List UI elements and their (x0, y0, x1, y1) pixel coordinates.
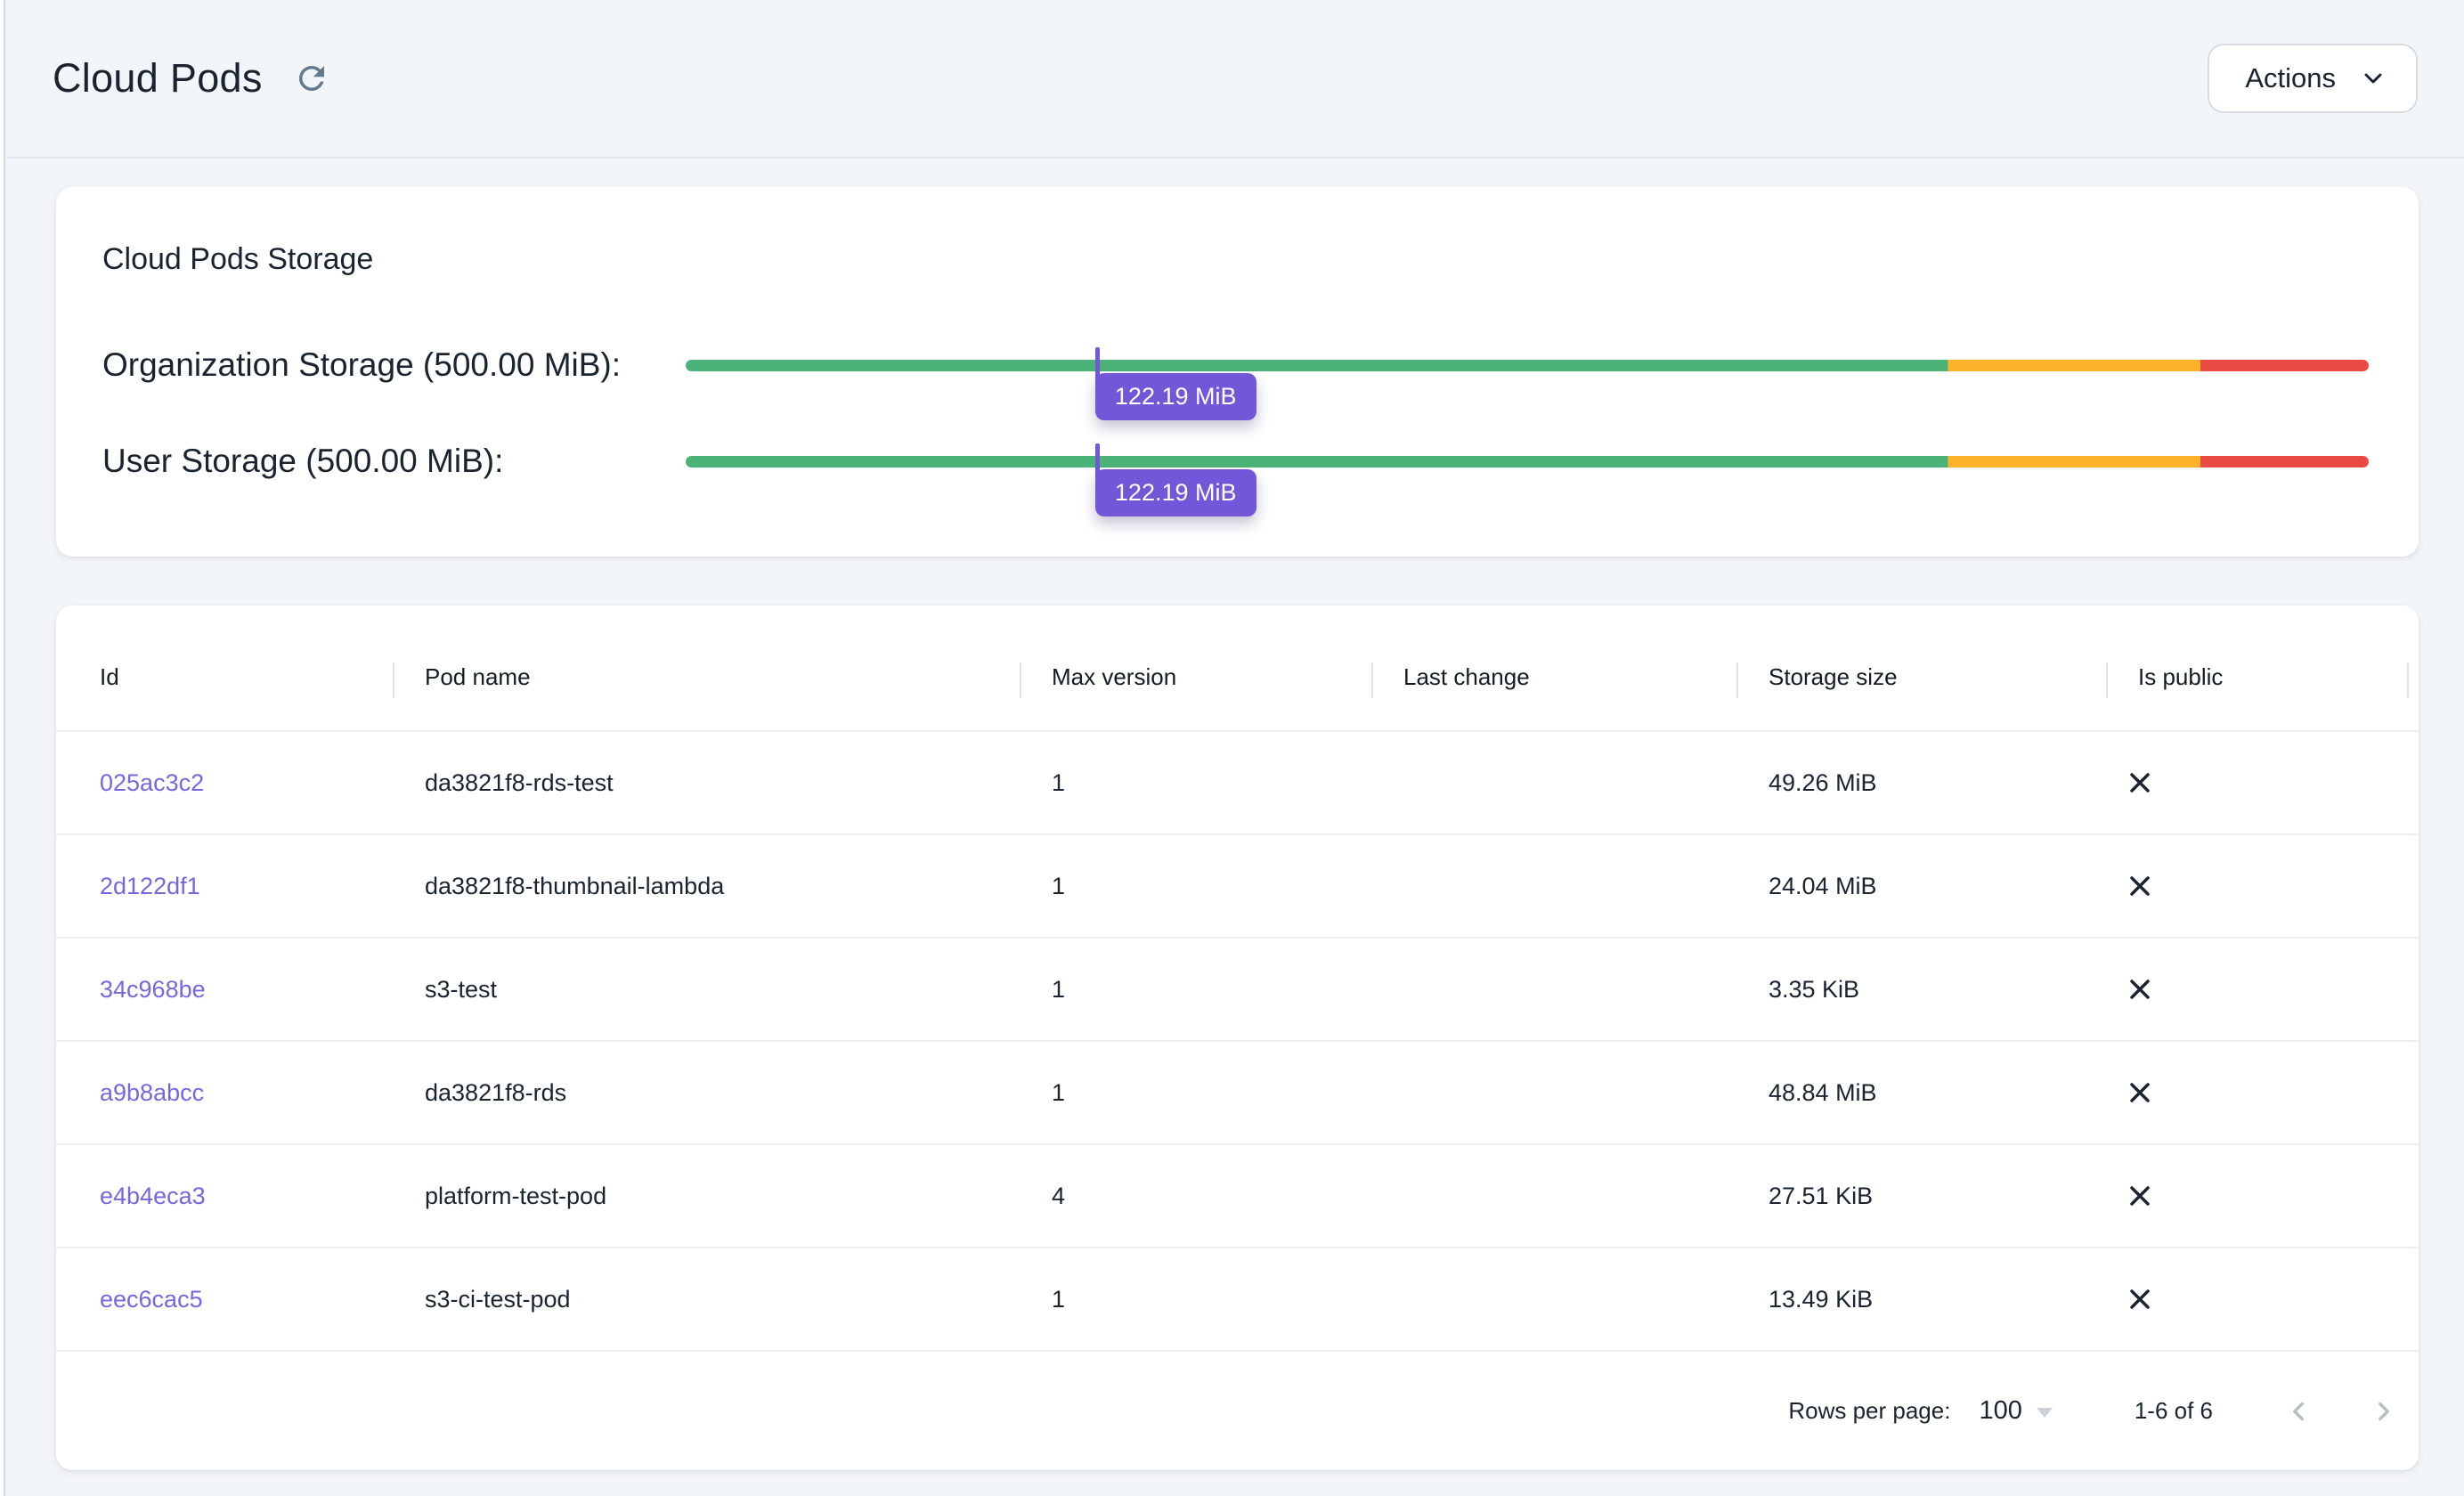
pod-id-link[interactable]: a9b8abcc (100, 1078, 205, 1106)
organization-storage-row: Organization Storage (500.00 MiB): 122.1… (102, 345, 2369, 420)
pod-id-link[interactable]: 025ac3c2 (100, 768, 205, 796)
not-public-cross-icon (2124, 1180, 2156, 1212)
rows-per-page-select[interactable]: 100 (1979, 1396, 2053, 1426)
column-header-storage-size: Storage size (1736, 663, 2106, 730)
not-public-cross-icon (2124, 973, 2156, 1005)
column-header-is-public: Is public (2106, 663, 2409, 730)
storage-size-cell: 3.35 KiB (1769, 975, 1860, 1003)
not-public-cross-icon (2124, 767, 2156, 799)
max-version-cell: 4 (1052, 1182, 1066, 1209)
organization-storage-marker (1094, 346, 1100, 385)
user-storage-row: User Storage (500.00 MiB): 122.19 MiB (102, 441, 2369, 516)
pod-id-link[interactable]: e4b4eca3 (100, 1182, 206, 1209)
pod-id-cell: eec6cac5 (56, 1286, 393, 1313)
column-header-pod-name: Pod name (393, 663, 1020, 730)
is-public-cell (2106, 973, 2409, 1005)
pod-id-cell: 025ac3c2 (56, 769, 393, 797)
actions-button-label: Actions (2245, 62, 2336, 94)
refresh-button[interactable] (289, 56, 334, 101)
cloud-pods-storage-card: Cloud Pods Storage Organization Storage … (56, 187, 2419, 557)
rows-per-page-value: 100 (1979, 1396, 2022, 1425)
pod-name-cell: da3821f8-rds (425, 1078, 567, 1106)
pod-id-link[interactable]: eec6cac5 (100, 1285, 203, 1313)
not-public-cross-icon (2124, 1077, 2156, 1109)
pod-id-link[interactable]: 2d122df1 (100, 872, 200, 899)
pod-id-link[interactable]: 34c968be (100, 975, 206, 1003)
collapsed-sidebar-edge (0, 0, 5, 1496)
pod-id-cell: 34c968be (56, 976, 393, 1004)
pod-name-cell: s3-ci-test-pod (425, 1285, 571, 1313)
table-pagination: Rows per page: 100 1-6 of 6 (56, 1352, 2419, 1470)
caret-down-icon (2036, 1408, 2053, 1418)
pod-id-cell: 2d122df1 (56, 873, 393, 900)
pod-name-cell: s3-test (425, 975, 498, 1003)
pod-name-cell: platform-test-pod (425, 1182, 607, 1209)
is-public-cell (2106, 1180, 2409, 1212)
pagination-range-label: 1-6 of 6 (2134, 1397, 2213, 1424)
pod-id-cell: e4b4eca3 (56, 1183, 393, 1210)
max-version-cell: 1 (1052, 872, 1066, 899)
table-row: a9b8abcc da3821f8-rds 1 48.84 MiB (56, 1042, 2419, 1145)
storage-size-cell: 27.51 KiB (1769, 1182, 1874, 1209)
table-row: eec6cac5 s3-ci-test-pod 1 13.49 KiB (56, 1248, 2419, 1352)
pod-name-cell: da3821f8-thumbnail-lambda (425, 872, 725, 899)
rows-per-page-label: Rows per page: (1788, 1397, 1951, 1424)
storage-size-cell: 49.26 MiB (1769, 768, 1877, 796)
user-storage-gauge: 122.19 MiB (686, 443, 2369, 516)
user-storage-value-badge: 122.19 MiB (1094, 468, 1256, 516)
not-public-cross-icon (2124, 870, 2156, 902)
page-header: Cloud Pods Actions (7, 0, 2464, 159)
organization-storage-label: Organization Storage (500.00 MiB): (102, 346, 622, 383)
previous-page-button[interactable] (2277, 1390, 2320, 1433)
next-page-button[interactable] (2362, 1390, 2405, 1433)
storage-size-cell: 48.84 MiB (1769, 1078, 1877, 1106)
pod-name-cell: da3821f8-rds-test (425, 768, 614, 796)
column-header-last-change: Last change (1371, 663, 1736, 730)
cloud-pods-table-card: Id Pod name Max version Last change Stor… (56, 606, 2419, 1470)
max-version-cell: 1 (1052, 1285, 1066, 1313)
table-row: e4b4eca3 platform-test-pod 4 27.51 KiB (56, 1145, 2419, 1248)
refresh-icon (293, 60, 330, 97)
page-title: Cloud Pods (53, 55, 263, 101)
column-header-max-version: Max version (1020, 663, 1371, 730)
user-storage-marker (1094, 443, 1100, 481)
storage-card-title: Cloud Pods Storage (102, 242, 374, 276)
table-row: 2d122df1 da3821f8-thumbnail-lambda 1 24.… (56, 835, 2419, 939)
max-version-cell: 1 (1052, 1078, 1066, 1106)
user-storage-label: User Storage (500.00 MiB): (102, 443, 504, 479)
is-public-cell (2106, 870, 2409, 902)
organization-storage-gauge: 122.19 MiB (686, 346, 2369, 420)
chevron-left-icon (2283, 1396, 2314, 1427)
not-public-cross-icon (2124, 1283, 2156, 1315)
max-version-cell: 1 (1052, 975, 1066, 1003)
table-header-row: Id Pod name Max version Last change Stor… (56, 606, 2419, 732)
table-row: 34c968be s3-test 1 3.35 KiB (56, 939, 2419, 1042)
actions-button[interactable]: Actions (2208, 44, 2418, 113)
column-header-id: Id (100, 663, 119, 690)
table-row: 025ac3c2 da3821f8-rds-test 1 49.26 MiB (56, 732, 2419, 835)
is-public-cell (2106, 1283, 2409, 1315)
storage-size-cell: 13.49 KiB (1769, 1285, 1874, 1313)
pod-id-cell: a9b8abcc (56, 1079, 393, 1107)
chevron-down-icon (2359, 64, 2387, 93)
chevron-right-icon (2369, 1396, 2399, 1427)
is-public-cell (2106, 767, 2409, 799)
max-version-cell: 1 (1052, 768, 1066, 796)
storage-size-cell: 24.04 MiB (1769, 872, 1877, 899)
organization-storage-value-badge: 122.19 MiB (1094, 372, 1256, 420)
is-public-cell (2106, 1077, 2409, 1109)
